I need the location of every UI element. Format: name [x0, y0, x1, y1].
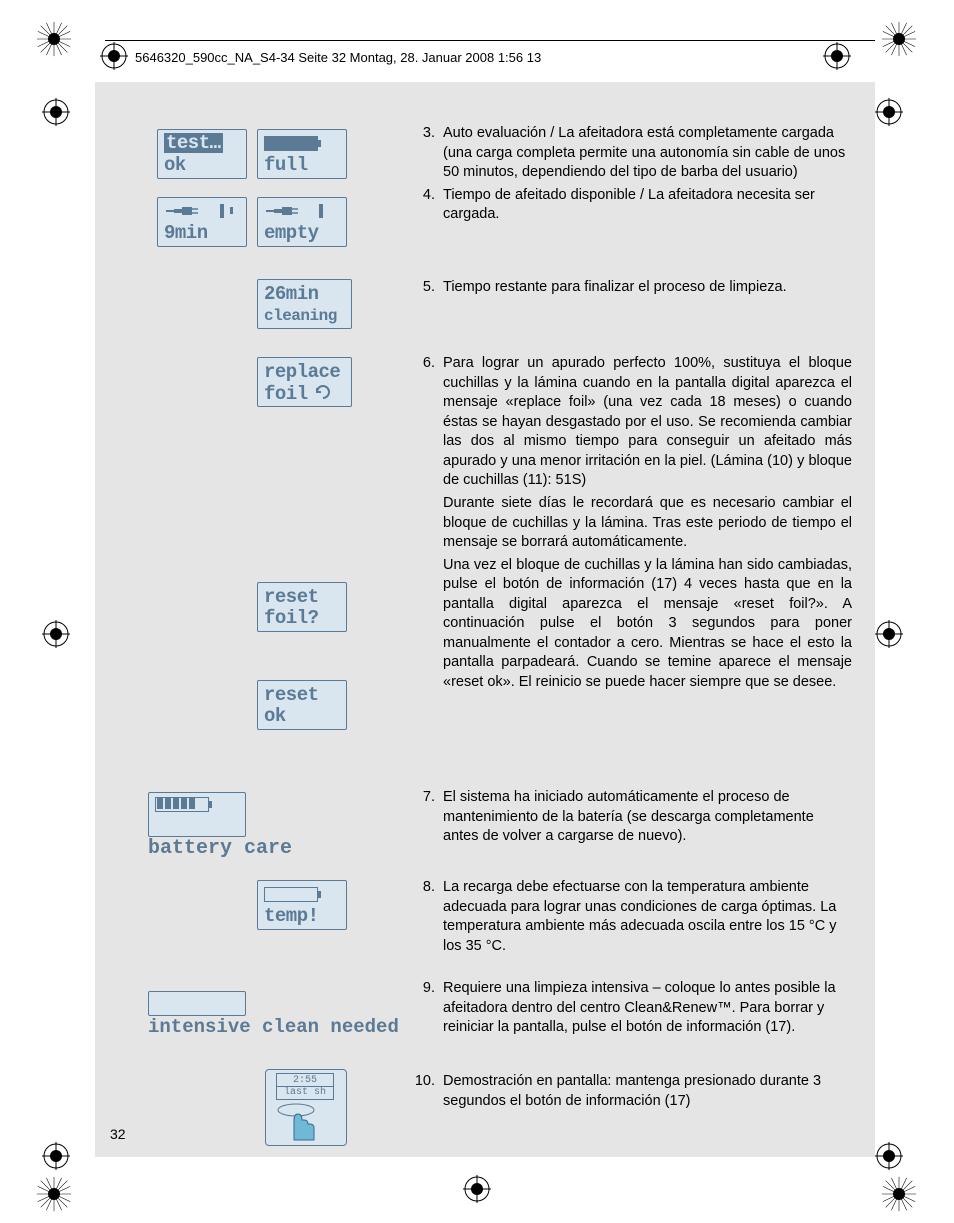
page-body: test… ok full 9min empty 26min cleaning …: [95, 82, 875, 1157]
text-block: 7.El sistema ha iniciado automáticamente…: [407, 788, 852, 850]
starburst-icon: [880, 1175, 918, 1213]
foil-refresh-icon: [314, 383, 332, 407]
lcd-text: reset: [264, 587, 340, 608]
text-block: 9.Requiere una limpieza intensiva – colo…: [407, 979, 852, 1041]
lcd-intensive-clean: intensive clean needed: [148, 991, 399, 1038]
item-text: Requiere una limpieza intensiva – coloqu…: [443, 979, 852, 1038]
regmark-top-left: [42, 98, 70, 126]
item-text: Tiempo restante para finalizar el proces…: [443, 278, 852, 298]
lcd-text: full: [264, 155, 340, 176]
item-text: Auto evaluación / La afeitadora está com…: [443, 124, 852, 183]
text-block: 3.Auto evaluación / La afeitadora está c…: [407, 124, 852, 228]
lcd-test-ok: test… ok: [157, 129, 247, 179]
regmark-mid-left: [42, 620, 70, 648]
lcd-replace-foil: replace foil: [257, 357, 352, 407]
lcd-text: 2:55: [277, 1075, 333, 1086]
lcd-text: foil?: [264, 608, 340, 629]
text-block: 5.Tiempo restante para finalizar el proc…: [407, 278, 852, 301]
lcd-reset-foil: reset foil?: [257, 582, 347, 632]
battery-full-icon: [264, 136, 318, 151]
lcd-text: ok: [164, 155, 240, 176]
regmark-header-left: [100, 42, 128, 70]
regmark-mid-right: [875, 620, 903, 648]
item-number: 5.: [407, 278, 443, 298]
regmark-bottom-mid: [463, 1175, 491, 1203]
item-number: 8.: [407, 878, 443, 956]
regmark-header-right: [823, 42, 851, 70]
lcd-cleaning: 26min cleaning: [257, 279, 352, 329]
plug-icon: [264, 204, 304, 218]
starburst-icon: [880, 20, 918, 58]
item-number: 10.: [407, 1072, 443, 1111]
item-text: Una vez el bloque de cuchillas y la lámi…: [443, 556, 852, 693]
item-number: 7.: [407, 788, 443, 847]
text-block: 6.Para lograr un apurado perfecto 100%, …: [407, 354, 852, 696]
item-number: 6.: [407, 354, 443, 491]
lcd-text: 26min: [264, 284, 345, 305]
lcd-text: test…: [164, 133, 223, 154]
lcd-text: reset: [264, 685, 340, 706]
lcd-text: empty: [264, 223, 340, 244]
starburst-icon: [35, 1175, 73, 1213]
page-number: 32: [110, 1126, 126, 1142]
lcd-full: full: [257, 129, 347, 179]
lcd-9min: 9min: [157, 197, 247, 247]
lcd-text: temp!: [264, 906, 340, 927]
regmark-bottom-left: [42, 1142, 70, 1170]
text-block: 10.Demostración en pantalla: mantenga pr…: [407, 1072, 852, 1114]
item-text: Para lograr un apurado perfecto 100%, su…: [443, 354, 852, 491]
header-text: 5646320_590cc_NA_S4-34 Seite 32 Montag, …: [135, 50, 541, 65]
item-text: La recarga debe efectuarse con la temper…: [443, 878, 852, 956]
lcd-text: ok: [264, 706, 340, 727]
lcd-text: foil: [264, 384, 308, 405]
plug-icon: [164, 204, 204, 218]
regmark-top-right: [875, 98, 903, 126]
text-block: 8.La recarga debe efectuarse con la temp…: [407, 878, 852, 959]
lcd-text: last sh: [277, 1086, 333, 1098]
item-number: 9.: [407, 979, 443, 1038]
starburst-icon: [35, 20, 73, 58]
item-number: 3.: [407, 124, 443, 183]
lcd-text: cleaning: [264, 308, 345, 326]
lcd-text: battery care: [148, 837, 292, 860]
item-text: Tiempo de afeitado disponible / La afeit…: [443, 186, 852, 225]
item-text: Durante siete días le recordará que es n…: [443, 494, 852, 553]
item-text: Demostración en pantalla: mantenga presi…: [443, 1072, 852, 1111]
lcd-battery-care: battery care: [148, 792, 292, 860]
item-number: 4.: [407, 186, 443, 225]
lcd-empty: empty: [257, 197, 347, 247]
regmark-bottom-right: [875, 1142, 903, 1170]
lcd-reset-ok: reset ok: [257, 680, 347, 730]
lcd-temp: temp!: [257, 880, 347, 930]
battery-segments-icon: [155, 797, 209, 812]
hand-press-icon: [274, 1102, 334, 1142]
lcd-text: 9min: [164, 223, 240, 244]
header-rule: [105, 40, 875, 41]
lcd-demo-button: 2:55 last sh: [265, 1069, 347, 1146]
lcd-text: replace: [264, 362, 345, 383]
battery-empty-icon: [264, 887, 318, 902]
lcd-text: intensive clean needed: [148, 1016, 399, 1038]
item-text: El sistema ha iniciado automáticamente e…: [443, 788, 852, 847]
